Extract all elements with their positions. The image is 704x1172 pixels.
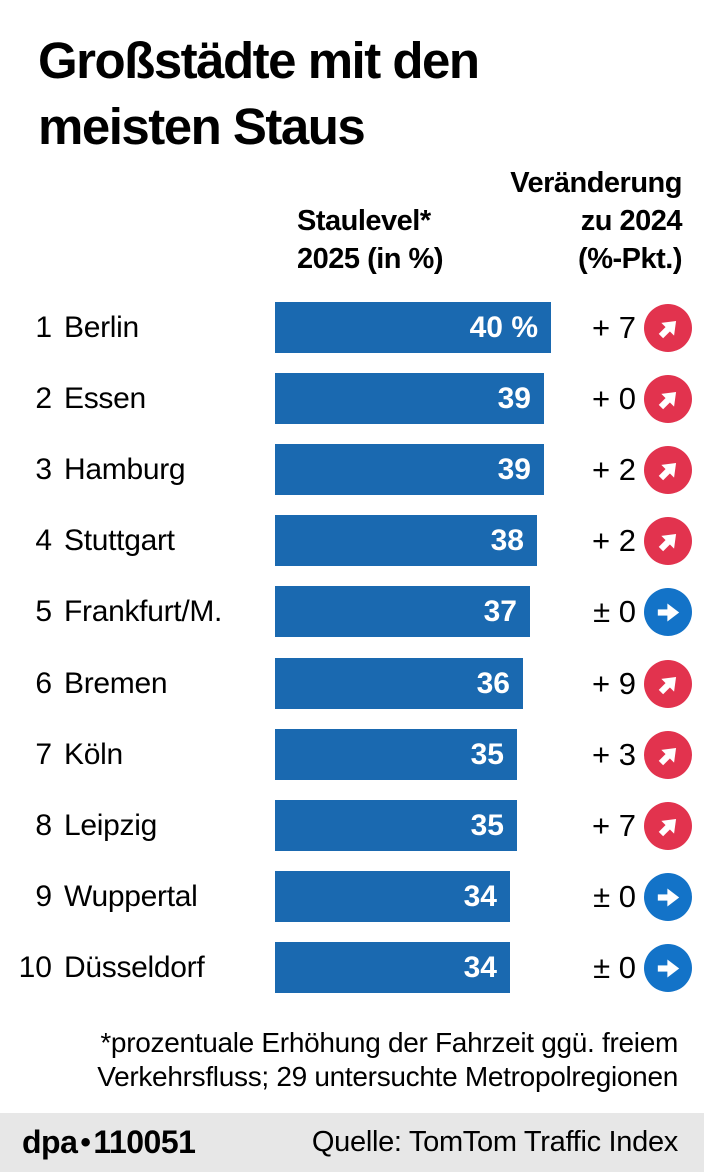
table-row: 8 Leipzig 35 + 7 bbox=[0, 800, 704, 851]
value-bar: 38 bbox=[275, 515, 537, 566]
dpa-logo: dpa bbox=[22, 1124, 78, 1160]
up-right-arrow-icon bbox=[658, 320, 676, 338]
table-row: 7 Köln 35 + 3 bbox=[0, 729, 704, 780]
change-label: + 0 bbox=[592, 381, 636, 416]
value-bar: 34 bbox=[275, 871, 510, 922]
trend-badge bbox=[644, 660, 692, 708]
rank-label: 4 bbox=[35, 524, 52, 557]
up-right-arrow-icon bbox=[658, 533, 676, 551]
table-row: 6 Bremen 36 + 9 bbox=[0, 658, 704, 709]
trend-badge bbox=[644, 944, 692, 992]
table-row: 5 Frankfurt/M. 37 ± 0 bbox=[0, 586, 704, 637]
trend-badge bbox=[644, 802, 692, 850]
city-label: Essen bbox=[64, 382, 146, 415]
rank-label: 3 bbox=[35, 453, 52, 486]
bar-value-label: 40 % bbox=[469, 311, 538, 344]
right-arrow-icon bbox=[657, 959, 679, 977]
rank-label: 5 bbox=[35, 595, 52, 628]
dpa-separator-dot: • bbox=[80, 1125, 91, 1159]
change-label: ± 0 bbox=[593, 594, 636, 629]
bar-value-label: 37 bbox=[483, 595, 517, 628]
footnote-line1: *prozentuale Erhöhung der Fahrzeit ggü. … bbox=[100, 1027, 678, 1058]
city-label: Wuppertal bbox=[64, 880, 198, 913]
chart-title: Großstädte mit den meisten Staus bbox=[38, 32, 480, 155]
change-label: + 2 bbox=[592, 452, 636, 487]
change-label: ± 0 bbox=[593, 879, 636, 914]
bar-value-label: 39 bbox=[497, 382, 531, 415]
change-label: ± 0 bbox=[593, 950, 636, 985]
rank-label: 1 bbox=[35, 311, 52, 344]
trend-badge bbox=[644, 588, 692, 636]
table-row: 1 Berlin 40 % + 7 bbox=[0, 302, 704, 353]
value-bar: 37 bbox=[275, 586, 530, 637]
source-label: Quelle: TomTom Traffic Index bbox=[311, 1126, 678, 1158]
change-label: + 7 bbox=[592, 310, 636, 345]
rank-label: 7 bbox=[35, 738, 52, 771]
graphic-number: 110051 bbox=[93, 1124, 196, 1160]
up-right-arrow-icon bbox=[658, 391, 676, 409]
change-label: + 9 bbox=[592, 666, 636, 701]
table-row: 3 Hamburg 39 + 2 bbox=[0, 444, 704, 495]
change-label: + 2 bbox=[592, 523, 636, 558]
column-header-veraenderung-line1: Veränderung bbox=[510, 167, 682, 199]
rank-label: 10 bbox=[18, 951, 52, 984]
right-arrow-icon bbox=[657, 888, 679, 906]
dpa-graphic-id: dpa • 110051 bbox=[22, 1124, 196, 1161]
trend-badge bbox=[644, 731, 692, 779]
trend-badge bbox=[644, 304, 692, 352]
value-bar: 36 bbox=[275, 658, 523, 709]
city-label: Köln bbox=[64, 738, 123, 771]
city-label: Frankfurt/M. bbox=[64, 595, 223, 628]
change-label: + 3 bbox=[592, 737, 636, 772]
city-label: Leipzig bbox=[64, 809, 157, 842]
change-label: + 7 bbox=[592, 808, 636, 843]
city-label: Berlin bbox=[64, 311, 139, 344]
column-header-veraenderung-line2: zu 2024 bbox=[580, 205, 683, 237]
value-bar: 39 bbox=[275, 444, 544, 495]
table-row: 2 Essen 39 + 0 bbox=[0, 373, 704, 424]
value-bar: 34 bbox=[275, 942, 510, 993]
trend-badge bbox=[644, 375, 692, 423]
up-right-arrow-icon bbox=[658, 462, 676, 480]
footnote: *prozentuale Erhöhung der Fahrzeit ggü. … bbox=[97, 1026, 678, 1094]
column-header-staulevel-line1: Staulevel* bbox=[297, 205, 431, 237]
rank-label: 2 bbox=[35, 382, 52, 415]
city-label: Düsseldorf bbox=[64, 951, 205, 984]
bar-value-label: 38 bbox=[490, 524, 524, 557]
bar-value-label: 35 bbox=[470, 738, 504, 771]
column-header-staulevel: Staulevel* 2025 (in %) bbox=[297, 202, 444, 278]
city-label: Stuttgart bbox=[64, 524, 175, 557]
bar-value-label: 36 bbox=[476, 667, 510, 700]
value-bar: 35 bbox=[275, 729, 517, 780]
table-row: 4 Stuttgart 38 + 2 bbox=[0, 515, 704, 566]
right-arrow-icon bbox=[657, 603, 679, 621]
column-header-veraenderung: Veränderung zu 2024 (%-Pkt.) bbox=[510, 164, 682, 278]
bar-value-label: 39 bbox=[497, 453, 531, 486]
footer-bar: dpa • 110051 Quelle: TomTom Traffic Index bbox=[0, 1113, 704, 1172]
trend-badge bbox=[644, 517, 692, 565]
trend-badge bbox=[644, 873, 692, 921]
rank-label: 9 bbox=[35, 880, 52, 913]
city-label: Bremen bbox=[64, 667, 168, 700]
trend-badge bbox=[644, 446, 692, 494]
up-right-arrow-icon bbox=[658, 676, 676, 694]
bar-rows: 1 Berlin 40 % + 7 2 Essen 39 + 0 3 Hambu… bbox=[0, 302, 704, 993]
city-label: Hamburg bbox=[64, 453, 186, 486]
bar-value-label: 34 bbox=[463, 951, 497, 984]
column-header-staulevel-line2: 2025 (in %) bbox=[297, 243, 444, 275]
column-header-veraenderung-line3: (%-Pkt.) bbox=[578, 243, 682, 275]
bar-value-label: 34 bbox=[463, 880, 497, 913]
value-bar: 35 bbox=[275, 800, 517, 851]
up-right-arrow-icon bbox=[658, 747, 676, 765]
footnote-line2: Verkehrsfluss; 29 untersuchte Metropolre… bbox=[97, 1061, 678, 1092]
rank-label: 6 bbox=[35, 667, 52, 700]
bar-value-label: 35 bbox=[470, 809, 504, 842]
table-row: 9 Wuppertal 34 ± 0 bbox=[0, 871, 704, 922]
rank-label: 8 bbox=[35, 809, 52, 842]
up-right-arrow-icon bbox=[658, 818, 676, 836]
value-bar: 40 % bbox=[275, 302, 551, 353]
table-row: 10 Düsseldorf 34 ± 0 bbox=[0, 942, 704, 993]
value-bar: 39 bbox=[275, 373, 544, 424]
